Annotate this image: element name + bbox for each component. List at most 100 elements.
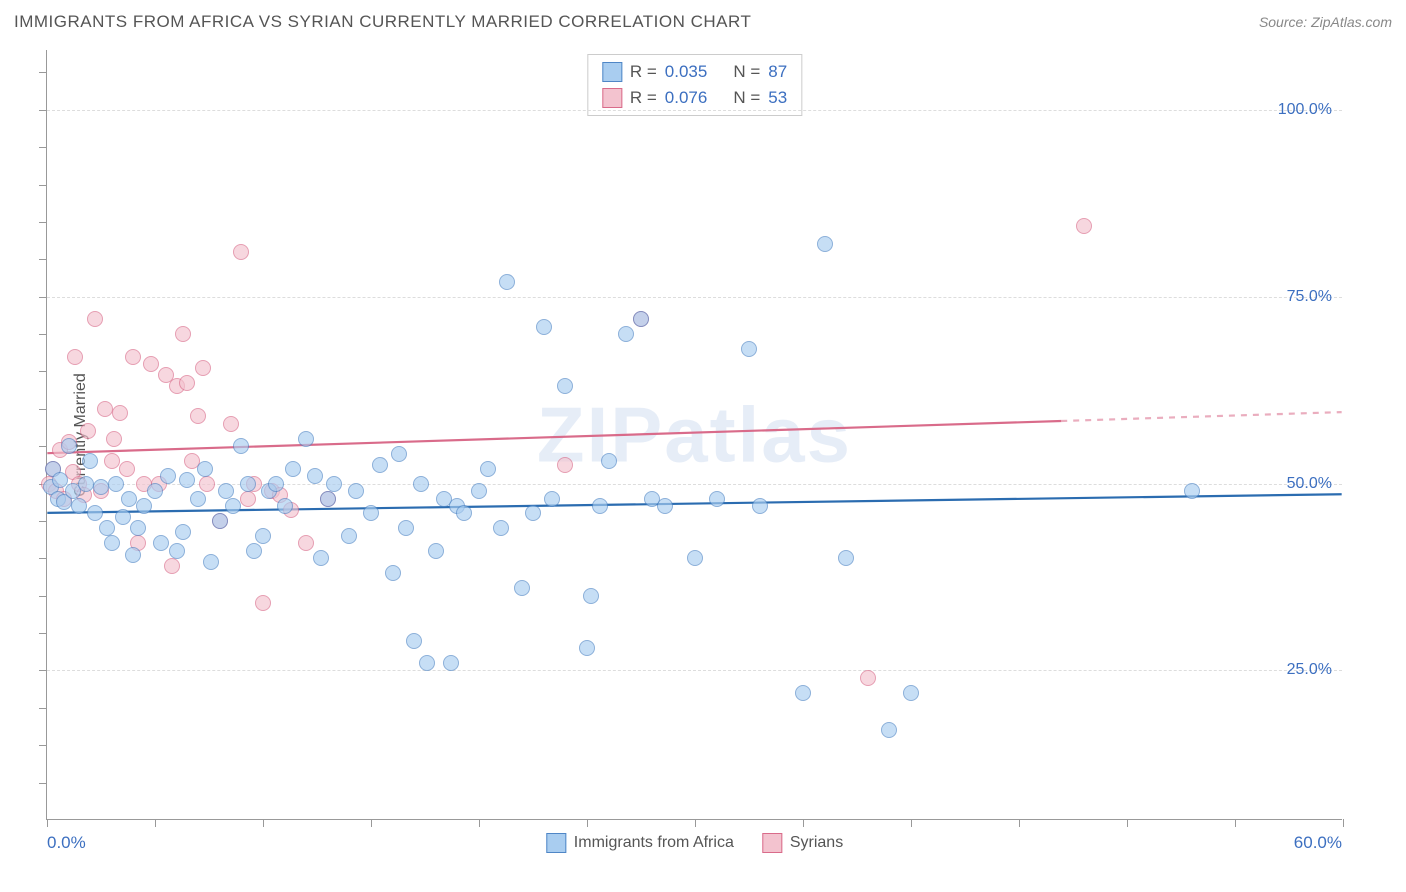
scatter-point — [456, 505, 472, 521]
scatter-point — [115, 509, 131, 525]
trend-line-dashed — [1061, 412, 1341, 421]
scatter-point — [218, 483, 234, 499]
scatter-point — [493, 520, 509, 536]
scatter-point — [419, 655, 435, 671]
scatter-point — [741, 341, 757, 357]
source-label: Source: ZipAtlas.com — [1259, 14, 1392, 30]
y-tick — [39, 446, 47, 447]
y-tick — [39, 708, 47, 709]
scatter-point — [175, 326, 191, 342]
legend-swatch — [762, 833, 782, 853]
scatter-point — [112, 405, 128, 421]
scatter-point — [240, 476, 256, 492]
scatter-point — [341, 528, 357, 544]
scatter-point — [164, 558, 180, 574]
scatter-point — [153, 535, 169, 551]
y-tick — [39, 297, 47, 298]
scatter-point — [536, 319, 552, 335]
scatter-point — [795, 685, 811, 701]
n-label: N = — [733, 59, 760, 85]
y-tick-label: 75.0% — [1287, 288, 1332, 306]
scatter-point — [160, 468, 176, 484]
scatter-point — [223, 416, 239, 432]
scatter-point — [583, 588, 599, 604]
scatter-point — [106, 431, 122, 447]
bottom-legend: Immigrants from AfricaSyrians — [546, 833, 843, 853]
stats-row: R =0.035N =87 — [602, 59, 787, 85]
scatter-point — [657, 498, 673, 514]
scatter-point — [78, 476, 94, 492]
grid-line — [47, 110, 1342, 111]
scatter-point — [246, 543, 262, 559]
scatter-point — [71, 498, 87, 514]
scatter-point — [255, 528, 271, 544]
scatter-point — [1076, 218, 1092, 234]
y-tick — [39, 371, 47, 372]
scatter-point — [320, 491, 336, 507]
y-tick — [39, 596, 47, 597]
scatter-point — [277, 498, 293, 514]
legend-swatch — [602, 88, 622, 108]
scatter-point — [61, 438, 77, 454]
scatter-point — [579, 640, 595, 656]
scatter-point — [147, 483, 163, 499]
scatter-point — [687, 550, 703, 566]
scatter-point — [143, 356, 159, 372]
x-tick — [479, 819, 480, 827]
scatter-point — [592, 498, 608, 514]
y-tick-label: 50.0% — [1287, 475, 1332, 493]
y-tick — [39, 558, 47, 559]
legend-item: Syrians — [762, 833, 843, 853]
scatter-point — [136, 498, 152, 514]
scatter-point — [169, 543, 185, 559]
x-tick — [1019, 819, 1020, 827]
scatter-point — [413, 476, 429, 492]
scatter-point — [363, 505, 379, 521]
stats-row: R =0.076N =53 — [602, 85, 787, 111]
x-tick — [263, 819, 264, 827]
n-value: 53 — [768, 85, 787, 111]
scatter-point — [514, 580, 530, 596]
scatter-point — [443, 655, 459, 671]
stats-legend-box: R =0.035N =87R = 0.076 N = 53 — [587, 54, 802, 116]
scatter-point — [480, 461, 496, 477]
scatter-point — [1184, 483, 1200, 499]
scatter-point — [903, 685, 919, 701]
scatter-point — [838, 550, 854, 566]
scatter-point — [121, 491, 137, 507]
chart-title: IMMIGRANTS FROM AFRICA VS SYRIAN CURRENT… — [14, 12, 751, 32]
trend-line — [47, 421, 1061, 453]
y-tick — [39, 222, 47, 223]
scatter-point — [544, 491, 560, 507]
grid-line — [47, 297, 1342, 298]
y-tick — [39, 783, 47, 784]
scatter-point — [881, 722, 897, 738]
scatter-point — [104, 453, 120, 469]
scatter-point — [428, 543, 444, 559]
scatter-point — [225, 498, 241, 514]
scatter-point — [709, 491, 725, 507]
x-tick — [803, 819, 804, 827]
scatter-point — [97, 401, 113, 417]
grid-line — [47, 670, 1342, 671]
x-tick — [155, 819, 156, 827]
scatter-point — [557, 457, 573, 473]
scatter-point — [618, 326, 634, 342]
scatter-point — [398, 520, 414, 536]
scatter-point — [233, 244, 249, 260]
legend-label: Syrians — [790, 834, 843, 852]
scatter-point — [108, 476, 124, 492]
scatter-point — [268, 476, 284, 492]
r-label: R = — [630, 85, 657, 111]
scatter-point — [385, 565, 401, 581]
scatter-point — [80, 423, 96, 439]
scatter-point — [87, 505, 103, 521]
r-value: 0.076 — [665, 85, 708, 111]
y-tick — [39, 633, 47, 634]
scatter-point — [307, 468, 323, 484]
y-tick — [39, 521, 47, 522]
scatter-point — [326, 476, 342, 492]
x-axis-max-label: 60.0% — [1294, 833, 1342, 853]
scatter-point — [203, 554, 219, 570]
scatter-point — [233, 438, 249, 454]
